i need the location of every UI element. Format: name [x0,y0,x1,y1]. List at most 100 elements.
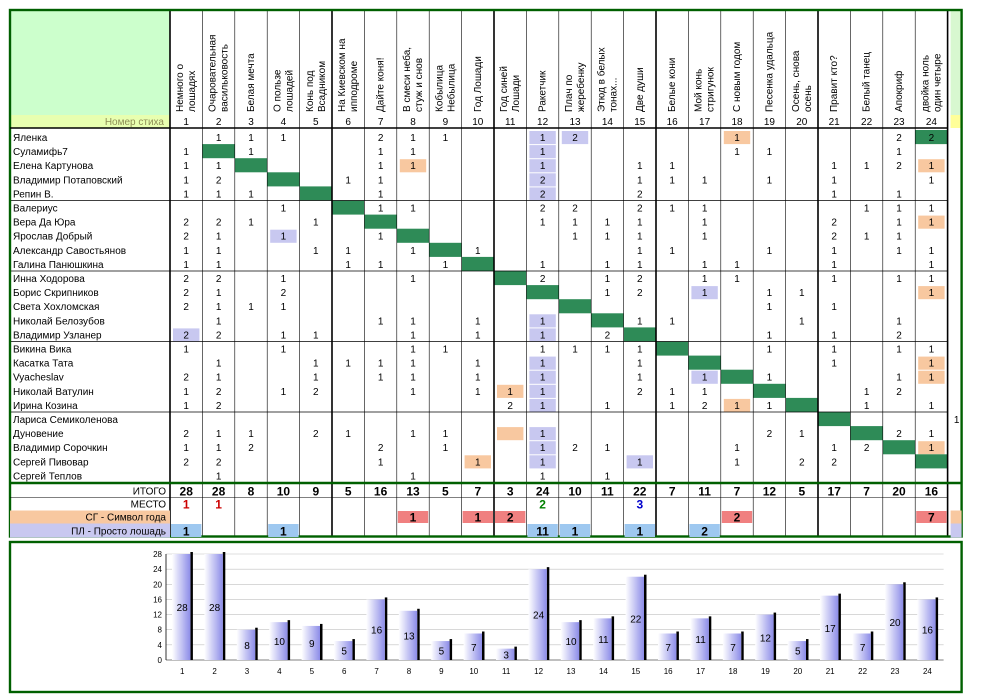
symbol-year-mark [918,159,945,173]
own-poem-cell [915,130,948,145]
bar [658,633,677,660]
total-value: 5 [345,485,352,499]
poem-number: 2 [216,117,222,128]
pl-count: 11 [536,525,549,539]
pl-row-extra [950,523,962,538]
vote-value: 2 [313,429,319,440]
place-value: 1 [183,498,190,512]
vote-value: 1 [929,161,935,172]
own-poem-cell [526,285,559,300]
vote-value: 1 [864,387,870,398]
vote-value: 1 [378,457,384,468]
vote-value: 1 [896,316,902,327]
vote-value: 2 [637,189,643,200]
sg-label: СГ - Символ года [85,513,166,524]
vote-value: 2 [216,401,222,412]
x-tick-label: 13 [567,667,576,676]
voter-name: Валериус [13,204,58,215]
vote-value: 1 [540,316,546,327]
vote-value: 1 [281,274,287,285]
x-tick-label: 24 [923,667,932,676]
poem-number: 12 [537,117,549,128]
header-number-band [10,115,170,128]
own-poem-cell [267,172,300,187]
voter-name: Вера Да Юра [13,218,76,229]
vote-value: 1 [669,161,675,172]
vote-value: 2 [572,443,578,454]
vote-value: 1 [702,288,708,299]
vote-value: 1 [281,302,287,313]
own-poem-cell [461,256,494,271]
bar-value-label: 5 [795,647,801,658]
vote-value: 1 [281,345,287,356]
vote-value: 1 [216,260,222,271]
vote-value: 1 [929,274,935,285]
vote-value: 1 [864,204,870,215]
vote-value: 1 [216,288,222,299]
vote-value: 1 [605,274,611,285]
own-poem-cell [299,186,332,201]
voter-name: Владимир Потаповский [13,175,123,186]
sg-count-cell [462,511,493,523]
x-tick-label: 23 [891,667,900,676]
vote-value: 1 [216,429,222,440]
place-value: 2 [539,498,546,512]
vote-value: 1 [475,457,481,468]
vote-value: 1 [734,274,740,285]
vote-value: 1 [378,175,384,186]
pl-count: 1 [183,525,190,539]
voter-name: Света Хохломская [13,302,99,313]
place-value: 3 [636,498,643,512]
vote-value: 1 [929,345,935,356]
vote-value: 1 [475,330,481,341]
vote-value: 1 [378,147,384,158]
bar-value-label: 12 [760,633,772,644]
vote-value: 1 [929,429,935,440]
poem-title: Ракетчик [538,70,549,112]
own-poem-cell [429,242,462,257]
pl-count-cell [268,524,299,537]
poem-number: 20 [796,117,808,128]
vote-value: 1 [475,359,481,370]
header-extra-cell [950,10,962,128]
vote-value: 1 [410,471,416,482]
vote-value: 1 [443,133,449,144]
x-tick-label: 20 [793,667,802,676]
poem-title: Год Лошади [473,56,484,112]
vote-value: 1 [475,373,481,384]
bar-shadow [741,631,744,660]
vote-value: 1 [637,218,643,229]
poem-number: 3 [248,117,254,128]
vote-value: 1 [410,147,416,158]
vote-value: 1 [896,147,902,158]
voter-name: Касатка Тата [13,359,74,370]
voting-sheet: Номер стихаНемного олошадях1Очаровательн… [8,8,963,694]
own-poem-cell [364,214,397,229]
total-value: 7 [669,485,676,499]
bar-shadow [708,616,712,660]
sg-count: 7 [928,511,935,525]
vote-value: 2 [637,204,643,215]
bar-value-label: 16 [371,626,383,637]
just-horse-mark [691,370,718,384]
total-value: 22 [633,485,647,499]
vote-value: 1 [929,401,935,412]
vote-value: 2 [702,401,708,412]
y-tick-label: 0 [158,656,163,665]
bar-shadow [644,574,647,660]
bar-value-label: 7 [730,643,736,654]
voter-name: Борис Скрипников [13,288,99,299]
bar [431,641,450,660]
own-poem-cell [882,440,916,455]
poem-number: 18 [731,117,743,128]
vote-value: 1 [767,288,773,299]
pl-count-cell [689,524,720,537]
poem-number: 7 [378,117,384,128]
bar-shadow [546,567,550,660]
bar [690,618,709,660]
vote-value: 2 [281,288,287,299]
vote-value: 1 [734,443,740,454]
vote-value: 1 [669,316,675,327]
x-tick-label: 12 [534,667,543,676]
bar [625,576,644,660]
